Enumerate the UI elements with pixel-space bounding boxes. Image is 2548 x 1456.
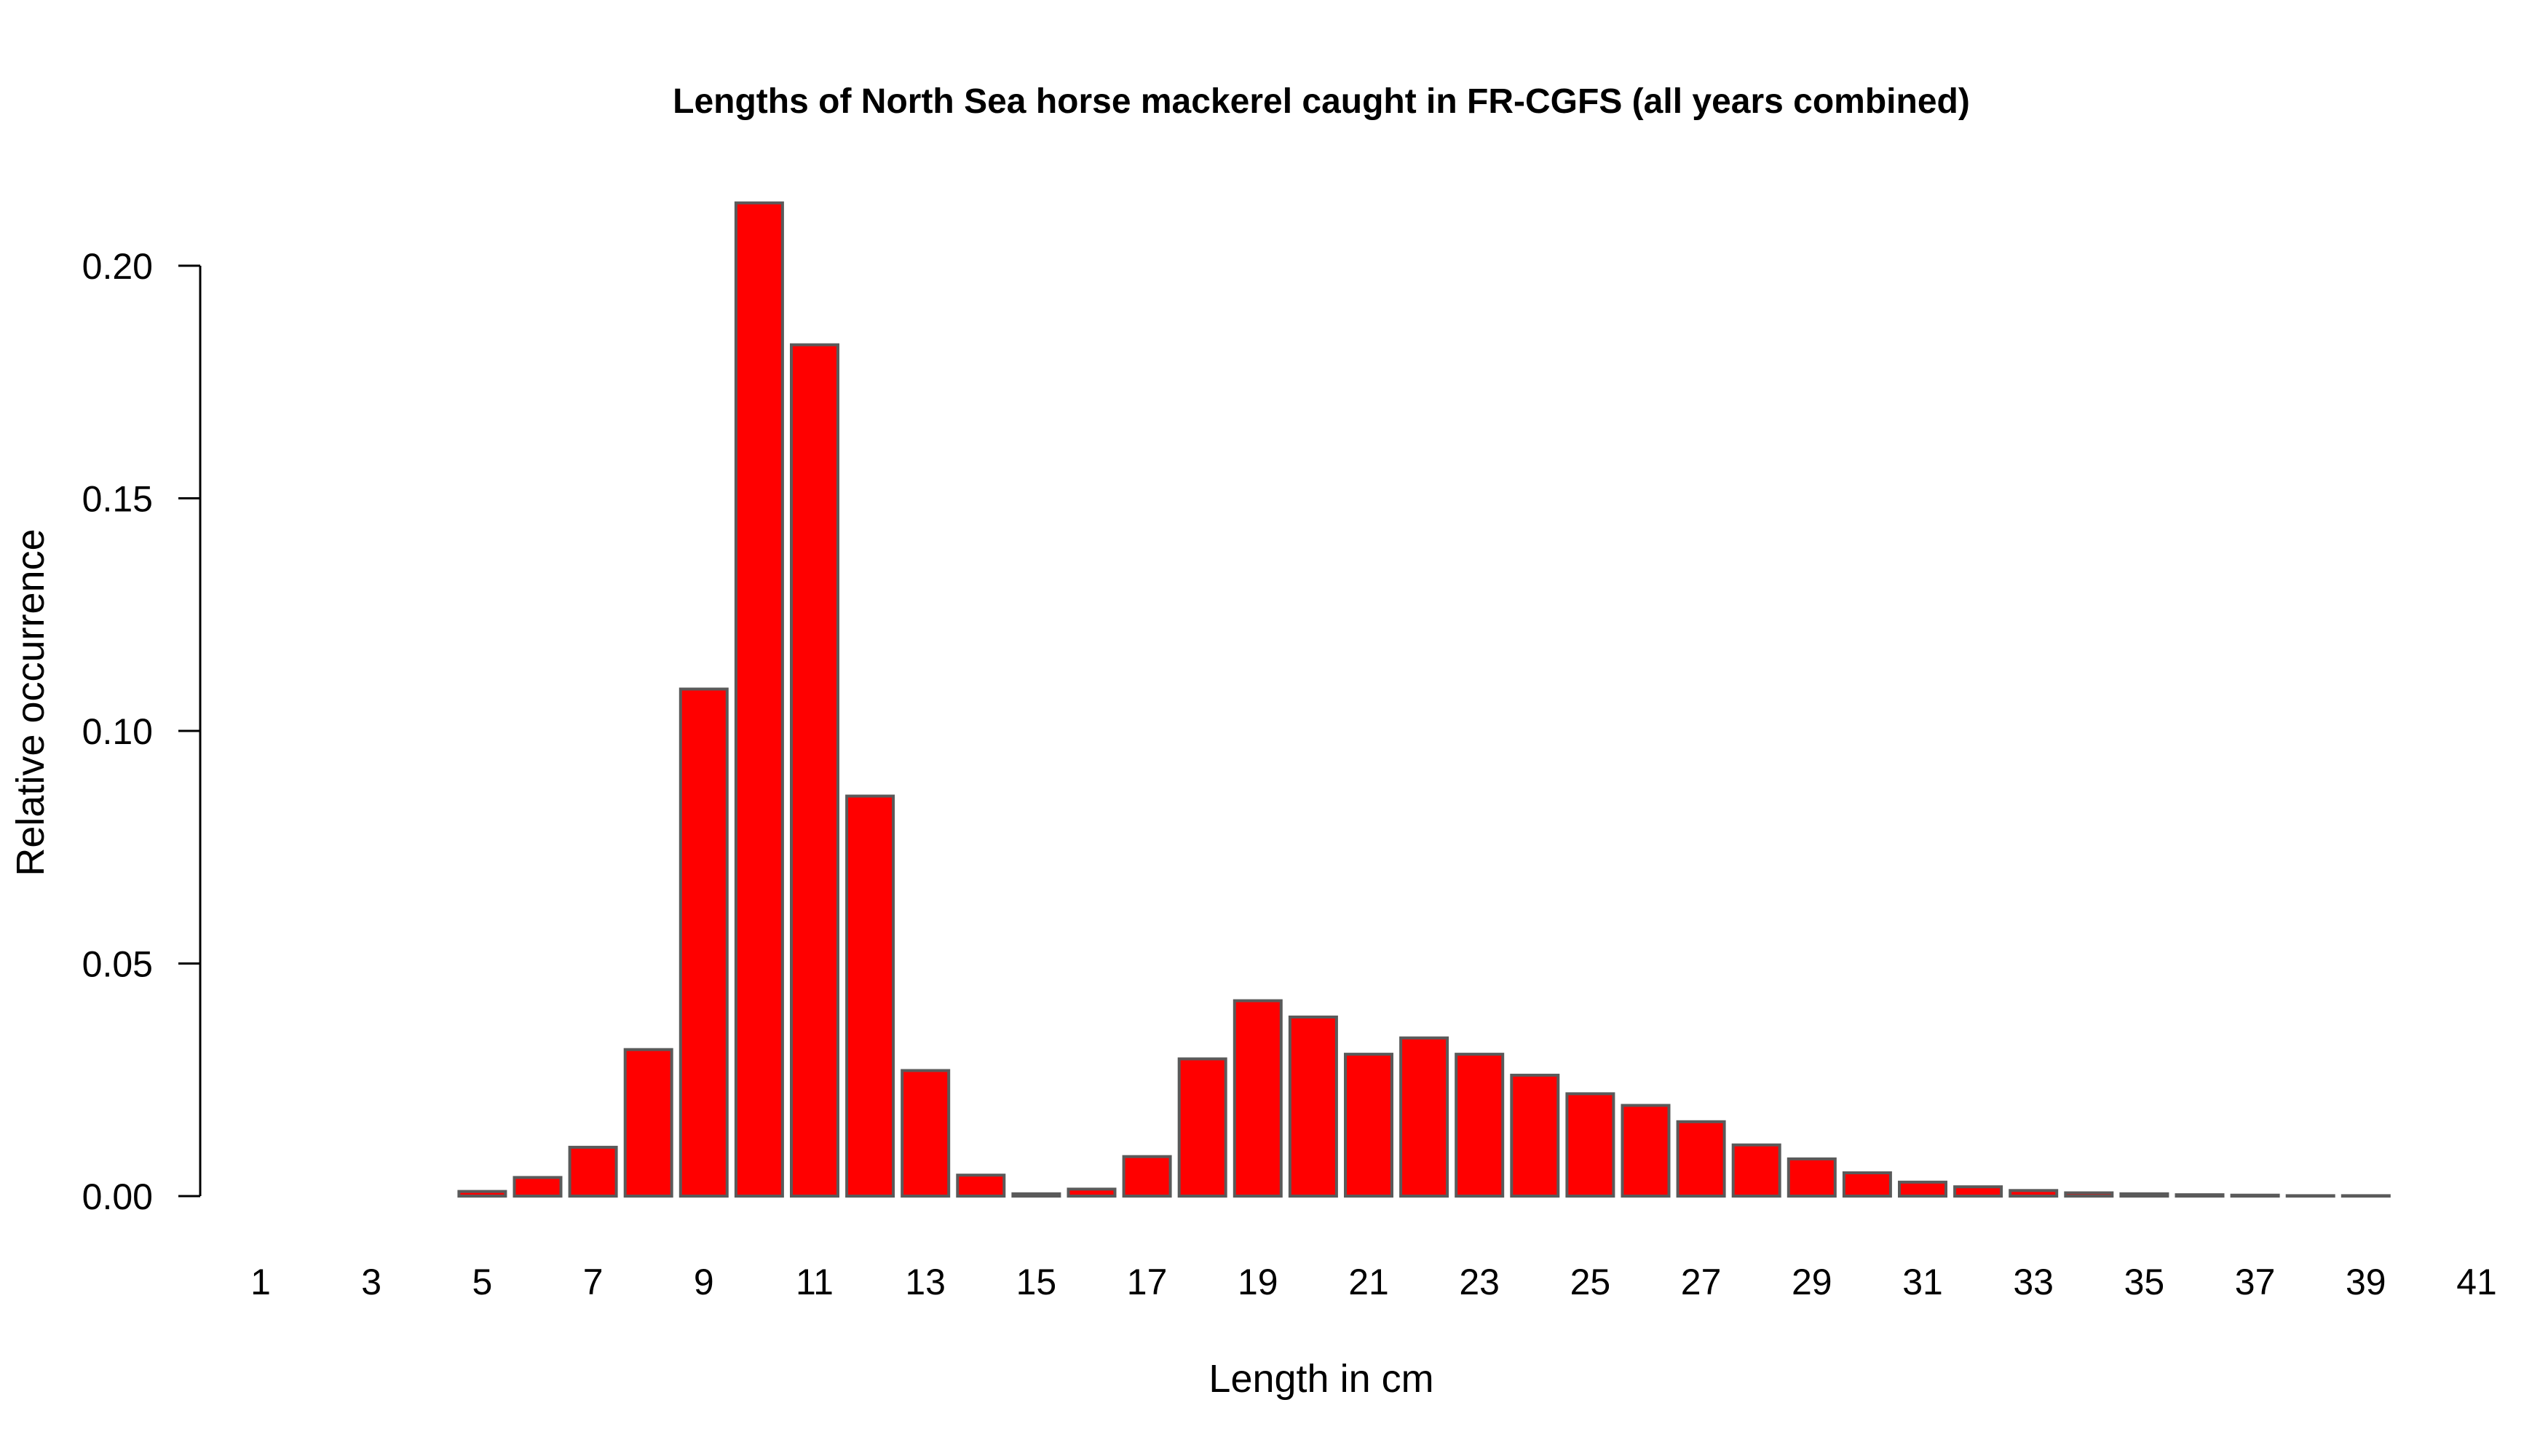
x-tick-label: 27 [1681,1262,1722,1302]
y-tick-label: 0.20 [82,246,153,287]
x-tick-label: 19 [1238,1262,1278,1302]
x-tick-label: 23 [1459,1262,1500,1302]
x-tick-label: 13 [905,1262,946,1302]
bar-length-28 [1731,1143,1781,1198]
x-tick-label: 35 [2124,1262,2165,1302]
y-tick-label: 0.15 [82,479,153,520]
x-tick-label: 9 [694,1262,714,1302]
bars-group [457,201,2391,1198]
bar-length-22 [1399,1036,1449,1198]
y-tick-label: 0.00 [82,1176,153,1217]
bar-length-6 [513,1176,563,1198]
x-tick-label: 11 [796,1262,834,1302]
bar-length-21 [1344,1053,1393,1198]
bar-length-18 [1177,1057,1227,1198]
bar-length-20 [1288,1016,1338,1198]
y-axis: 0.00 0.05 0.10 0.15 0.20 [82,246,202,1217]
x-tick-label: 37 [2235,1262,2276,1302]
bar-length-15 [1011,1192,1061,1198]
y-tick-label: 0.10 [82,711,153,752]
x-tick-label: 1 [250,1262,271,1302]
bar-length-39 [2341,1194,2391,1198]
x-tick-label: 17 [1127,1262,1168,1302]
bar-length-24 [1510,1073,1560,1198]
bar-length-33 [2009,1189,2059,1198]
x-tick-label: 39 [2346,1262,2386,1302]
bar-length-38 [2285,1194,2335,1198]
bar-length-7 [568,1145,618,1198]
bar-length-5 [457,1190,507,1198]
chart-title: Lengths of North Sea horse mackerel caug… [673,82,1970,121]
bar-length-10 [734,201,784,1198]
bar-length-13 [901,1069,951,1198]
bar-length-17 [1122,1155,1172,1198]
bar-length-30 [1842,1171,1892,1198]
bar-length-37 [2230,1193,2280,1198]
y-tick-label: 0.05 [82,944,153,985]
bar-length-12 [845,794,895,1198]
bar-length-35 [2119,1192,2169,1198]
bar-length-34 [2064,1191,2114,1198]
x-tick-label: 25 [1570,1262,1611,1302]
bar-length-8 [623,1048,673,1198]
bar-length-36 [2175,1193,2225,1198]
bar-length-9 [678,687,729,1198]
bar-length-11 [790,343,839,1198]
x-tick-label: 41 [2456,1262,2497,1302]
x-tick-labels: 1 3 5 7 9 11 13 15 17 19 21 23 25 27 29 31 33 35 37 39 41 [250,1262,2497,1302]
x-tick-label: 7 [583,1262,604,1302]
bar-length-16 [1067,1187,1117,1198]
x-tick-label: 33 [2013,1262,2054,1302]
x-tick-label: 31 [1902,1262,1943,1302]
x-tick-label: 29 [1792,1262,1832,1302]
bar-length-31 [1898,1180,1947,1198]
bar-length-23 [1455,1053,1505,1198]
bar-length-32 [1953,1185,2003,1198]
bar-length-25 [1565,1092,1615,1198]
x-tick-label: 3 [361,1262,381,1302]
x-tick-label: 15 [1016,1262,1057,1302]
bar-length-19 [1233,999,1283,1198]
x-tick-label: 5 [472,1262,492,1302]
x-tick-label: 21 [1348,1262,1389,1302]
bar-length-29 [1787,1157,1837,1198]
x-axis-label: Length in cm [1208,1357,1433,1401]
bar-length-26 [1621,1104,1671,1198]
bar-length-14 [956,1174,1006,1198]
y-axis-label: Relative occurrence [9,529,52,876]
bar-length-27 [1676,1120,1726,1198]
